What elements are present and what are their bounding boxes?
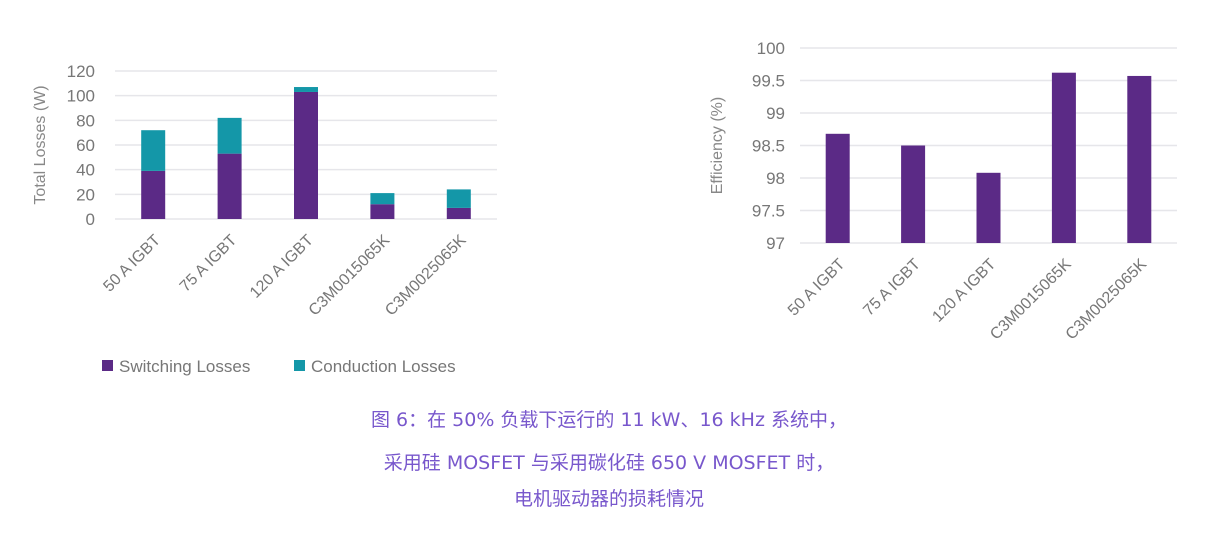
x-tick-label: C3M0015065K xyxy=(306,232,394,320)
y-axis-label: Efficiency (%) xyxy=(709,97,726,195)
x-tick-label: 50 A IGBT xyxy=(785,256,849,320)
y-tick-label: 100 xyxy=(757,39,785,58)
caption-line-3: 电机驱动器的损耗情况 xyxy=(513,488,704,510)
caption-line-1: 图 6：在 50% 负载下运行的 11 kW、16 kHz 系统中， xyxy=(370,409,847,431)
bar-conduction-losses-1 xyxy=(217,117,242,154)
bar-conduction-losses-2 xyxy=(294,87,318,92)
bar-conduction-losses-4 xyxy=(446,189,471,208)
x-tick-label: C3M0025065K xyxy=(382,232,470,320)
x-tick-label: 75 A IGBT xyxy=(177,232,241,296)
y-tick-label: 100 xyxy=(67,87,95,106)
bar-efficiency-2 xyxy=(976,172,1001,243)
bar-efficiency-0 xyxy=(825,133,850,243)
x-tick-label: 120 A IGBT xyxy=(247,232,317,302)
bar-switching-losses-0 xyxy=(141,170,166,219)
y-tick-label: 40 xyxy=(76,161,95,180)
x-tick-label: 75 A IGBT xyxy=(860,256,924,320)
y-tick-label: 99.5 xyxy=(752,72,785,91)
legend-swatch xyxy=(102,360,113,371)
x-tick-label: 120 A IGBT xyxy=(929,256,999,326)
bar-switching-losses-3 xyxy=(370,204,395,219)
y-tick-label: 0 xyxy=(86,210,95,229)
y-tick-label: 97.5 xyxy=(752,202,785,221)
caption-line-2: 采用硅 MOSFET 与采用碳化硅 650 V MOSFET 时， xyxy=(383,452,835,474)
x-tick-label: 50 A IGBT xyxy=(100,232,164,296)
legend-swatch xyxy=(294,360,305,371)
bar-switching-losses-1 xyxy=(217,153,242,219)
y-tick-label: 98 xyxy=(766,169,785,188)
y-tick-label: 60 xyxy=(76,136,95,155)
x-tick-label: C3M0025065K xyxy=(1063,256,1151,344)
bar-efficiency-4 xyxy=(1127,75,1152,243)
bar-switching-losses-2 xyxy=(294,91,318,219)
y-tick-label: 98.5 xyxy=(752,137,785,156)
bar-efficiency-1 xyxy=(901,145,926,243)
y-axis-label: Total Losses (W) xyxy=(32,85,49,204)
figure-charts: 0 20 40 60 80 100 120 Total Losses (W) 50 A IGBT… xyxy=(32,39,1177,376)
y-tick-label: 97 xyxy=(766,234,785,253)
bar-conduction-losses-3 xyxy=(370,193,395,205)
bar-switching-losses-4 xyxy=(446,207,471,219)
bar-efficiency-3 xyxy=(1051,72,1076,243)
legend-label: Conduction Losses xyxy=(311,357,456,376)
y-tick-label: 20 xyxy=(76,185,95,204)
y-tick-label: 99 xyxy=(766,104,785,123)
y-tick-label: 80 xyxy=(76,111,95,130)
legend-label: Switching Losses xyxy=(119,357,250,376)
x-tick-label: C3M0015065K xyxy=(987,256,1075,344)
y-tick-label: 120 xyxy=(67,62,95,81)
bar-conduction-losses-0 xyxy=(141,130,166,171)
